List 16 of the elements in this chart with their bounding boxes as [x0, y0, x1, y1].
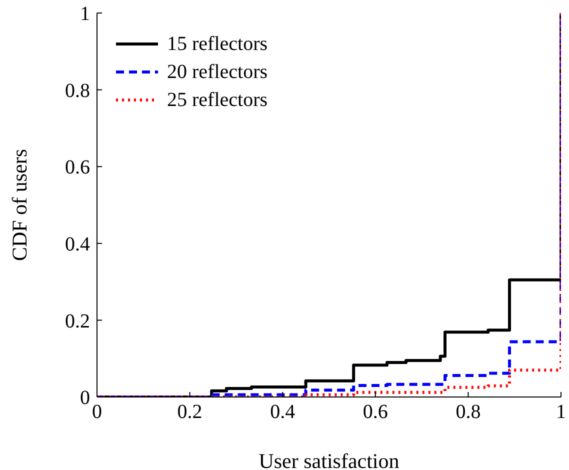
- legend-label: 15 reflectors: [167, 32, 268, 57]
- y-tick-label: 0.2: [65, 310, 90, 332]
- x-tick-label: 1: [556, 401, 566, 424]
- y-tick-label: 1: [80, 3, 90, 26]
- legend-label: 25 reflectors: [167, 88, 268, 113]
- y-axis-title: CDF of users: [7, 148, 32, 262]
- y-tick-label: 0.4: [65, 234, 90, 256]
- x-tick-label: 0.8: [456, 401, 481, 424]
- x-tick-label: 0.4: [270, 401, 296, 424]
- y-tick-label: 0: [80, 387, 90, 410]
- y-tick-label: 0.6: [65, 156, 90, 179]
- legend-label: 20 reflectors: [167, 60, 268, 85]
- x-axis-title: User satisfaction: [258, 449, 400, 470]
- x-tick-label: 0.6: [362, 401, 388, 424]
- x-tick-label: 0.2: [177, 401, 202, 424]
- y-tick-label: 0.8: [65, 80, 90, 102]
